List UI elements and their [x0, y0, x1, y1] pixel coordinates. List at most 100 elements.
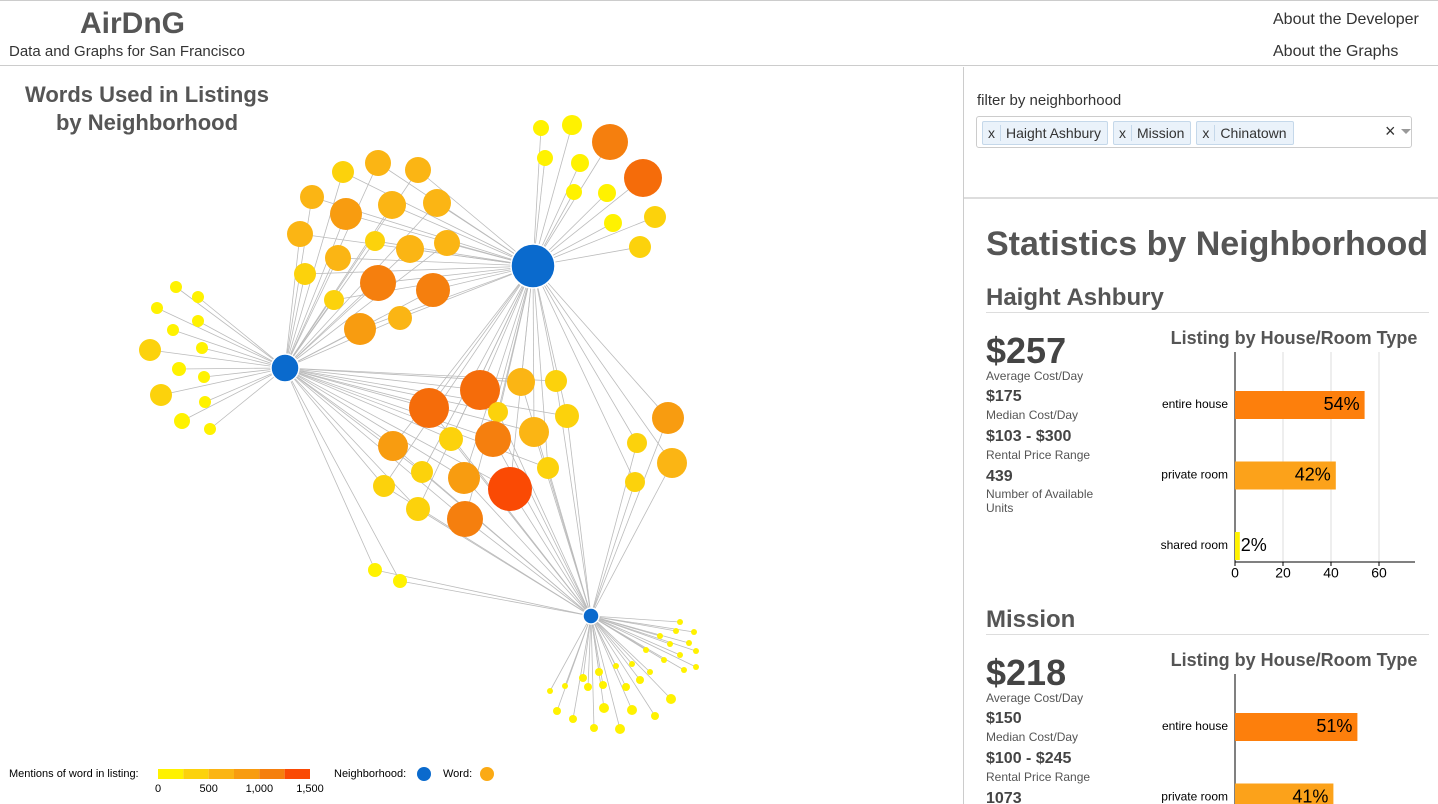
word-node [324, 290, 344, 310]
edge [337, 257, 534, 267]
bar-chart: Listing by House/Room Type entire house 51… [1161, 650, 1417, 804]
tag-remove[interactable]: x [1197, 125, 1216, 141]
edge [590, 615, 605, 709]
word-node [647, 669, 653, 675]
edge [566, 415, 592, 617]
edge [284, 367, 401, 582]
word-node [681, 667, 687, 673]
edge [284, 282, 379, 369]
word-node [344, 313, 376, 345]
stat-avg: $218 [986, 652, 1067, 693]
edge [284, 367, 376, 571]
tag-remove[interactable]: x [1114, 125, 1132, 141]
word-node [447, 501, 483, 537]
legend-tick-label: 0 [155, 783, 161, 795]
app-subtitle: Data and Graphs for San Francisco [9, 43, 245, 60]
word-node [330, 198, 362, 230]
word-node [287, 221, 313, 247]
word-node [629, 236, 651, 258]
graph-title: Words Used in Listings [25, 82, 269, 107]
tag: x Mission [1112, 121, 1192, 145]
edge [590, 615, 681, 623]
word-node [373, 475, 395, 497]
word-node [691, 629, 697, 635]
word-node [448, 462, 480, 494]
word-node [198, 371, 210, 383]
x-tick-label: 60 [1371, 565, 1387, 581]
edge [284, 367, 419, 510]
word-node [566, 184, 582, 200]
stat-units-label: Number of Available Units [986, 487, 1094, 515]
word-node [411, 461, 433, 483]
edge [197, 320, 286, 369]
word-node [204, 423, 216, 435]
edge [532, 124, 573, 267]
edge [587, 615, 592, 688]
nav-link[interactable]: About the Graphs [1273, 43, 1399, 60]
word-node [652, 402, 684, 434]
word-node [172, 362, 186, 376]
edge [178, 367, 286, 370]
word-node [677, 619, 683, 625]
legend-color [259, 769, 285, 779]
edge [590, 615, 595, 729]
legend-swatch [417, 767, 431, 781]
word-node [555, 404, 579, 428]
tag-label: Haight Ashbury [1006, 125, 1101, 141]
legend-label: Neighborhood: [334, 768, 406, 780]
category-label: private room [1161, 790, 1228, 804]
filter-select[interactable]: x Haight Ashbury x Mission x Chinatown × [976, 116, 1412, 148]
word-node [595, 668, 603, 676]
neighborhood-node [582, 607, 600, 625]
edge [582, 615, 592, 679]
bar [1235, 783, 1334, 804]
word-node [598, 184, 616, 202]
legend-color [208, 769, 234, 779]
edge [590, 615, 681, 656]
edge [532, 127, 542, 267]
word-node [625, 472, 645, 492]
dropdown-arrow[interactable] [1401, 129, 1411, 134]
edge [590, 615, 697, 652]
word-node [174, 413, 190, 429]
word-node [150, 384, 172, 406]
word-node [396, 235, 424, 263]
tag: x Haight Ashbury [982, 121, 1108, 145]
edge [284, 233, 301, 369]
word-node [657, 448, 687, 478]
edge [590, 615, 685, 671]
legend-label: Mentions of word in listing: [9, 768, 139, 780]
edge [383, 265, 534, 487]
edge [342, 171, 534, 267]
word-node [624, 159, 662, 197]
word-node [365, 231, 385, 251]
edge [417, 508, 592, 617]
edge [284, 367, 481, 391]
edge [590, 417, 669, 617]
word-node [368, 563, 382, 577]
bar [1235, 713, 1358, 741]
word-node [584, 683, 592, 691]
edge [590, 481, 636, 617]
word-node [627, 705, 637, 715]
legend-swatch [480, 767, 494, 781]
value-label: 42% [1295, 464, 1331, 484]
value-label: 51% [1316, 716, 1352, 736]
category-label: private room [1161, 468, 1228, 482]
stat-range: $103 - $300 [986, 428, 1072, 445]
legend-color [158, 769, 184, 779]
word-node [686, 640, 692, 646]
nav-link[interactable]: About the Developer [1273, 11, 1419, 28]
neighborhood-name: Mission [986, 606, 1076, 633]
stat-median-label: Median Cost/Day [986, 408, 1079, 422]
edge [497, 411, 592, 617]
edge [590, 615, 621, 730]
edge [284, 248, 411, 369]
clear-button[interactable]: × [1385, 121, 1396, 141]
word-node [627, 433, 647, 453]
app-title[interactable]: AirDnG [80, 7, 185, 40]
tag-remove[interactable]: x [983, 125, 1001, 141]
edge [304, 265, 534, 275]
word-node [661, 657, 667, 663]
edge [532, 265, 669, 419]
